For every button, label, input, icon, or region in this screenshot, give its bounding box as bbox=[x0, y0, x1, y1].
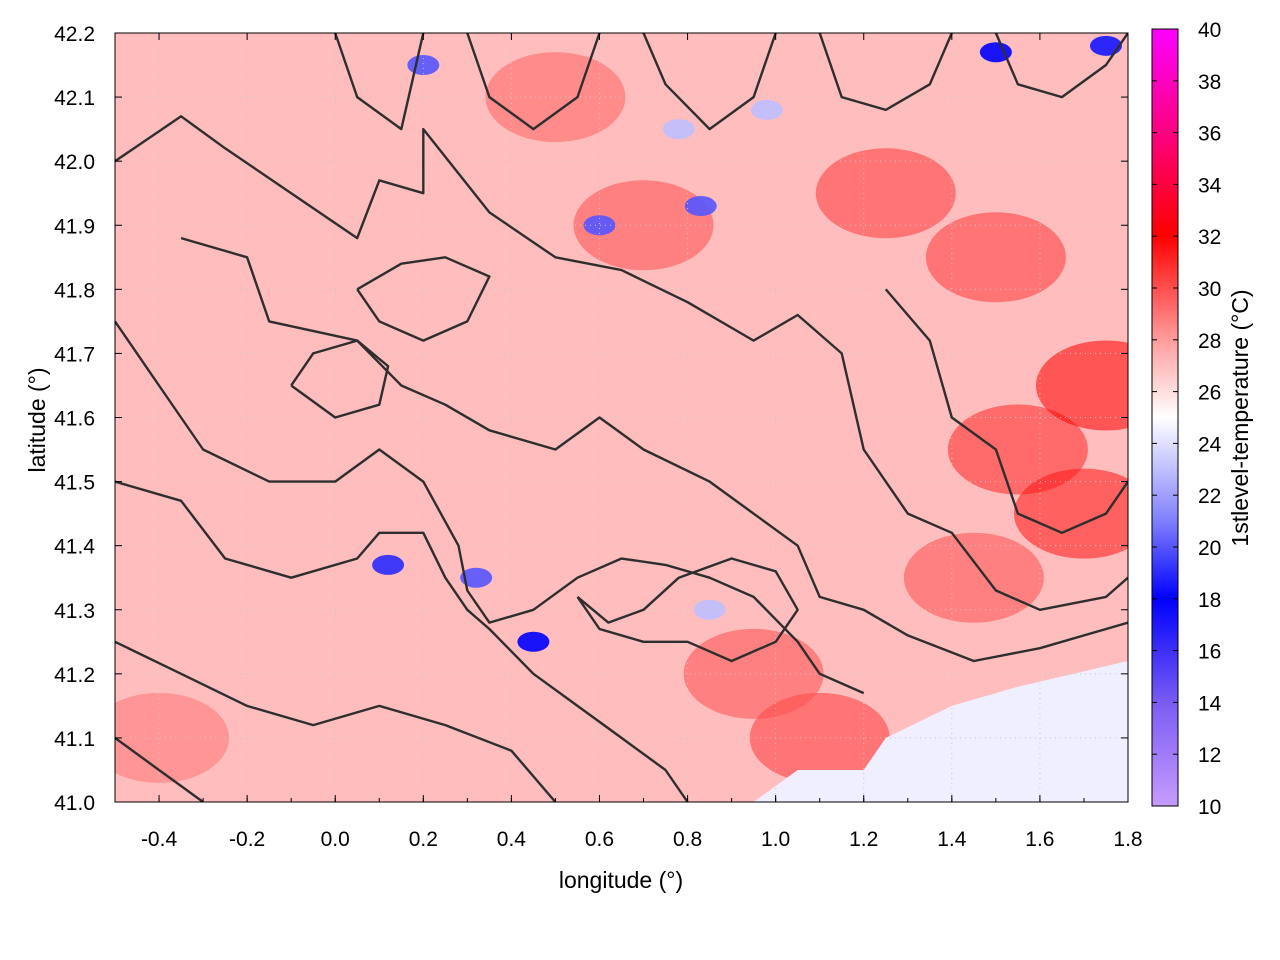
warm-area bbox=[1013, 468, 1128, 559]
warm-area bbox=[1035, 340, 1128, 431]
warm-area bbox=[749, 692, 890, 783]
sea-region bbox=[753, 661, 1128, 802]
x-tick-label: 0.0 bbox=[321, 828, 350, 851]
contour-line bbox=[290, 339, 390, 419]
contour-line bbox=[576, 557, 799, 663]
y-tick-label: 41.1 bbox=[54, 728, 95, 751]
contour-line bbox=[115, 320, 865, 695]
warm-area bbox=[573, 180, 714, 271]
contour-line bbox=[115, 115, 1128, 611]
y-tick-label: 41.0 bbox=[54, 792, 95, 815]
x-tick-label: -0.4 bbox=[141, 828, 178, 851]
x-tick-label: 1.4 bbox=[937, 828, 967, 851]
x-tick-label: 1.6 bbox=[1025, 828, 1054, 851]
colorbar-tick-label: 36 bbox=[1198, 123, 1221, 146]
colorbar-tick-label: 14 bbox=[1198, 692, 1222, 715]
colorbar-tick-label: 30 bbox=[1198, 278, 1221, 301]
y-tick-label: 41.2 bbox=[54, 664, 95, 687]
x-tick-label: 1.2 bbox=[849, 828, 878, 851]
colorbar-tick-label: 16 bbox=[1198, 641, 1221, 664]
cool-area bbox=[662, 119, 695, 140]
colorbar-tick-label: 10 bbox=[1198, 796, 1221, 819]
contour-line bbox=[115, 480, 689, 802]
contour-line bbox=[466, 33, 601, 131]
x-axis-ticks: -0.4 -0.2 0.0 0.2 0.4 0.6 0.8 1.0 1.2 1.4 1.6 1.8 bbox=[114, 33, 1143, 851]
colorbar-gradient bbox=[1151, 28, 1179, 807]
cool-area bbox=[979, 42, 1012, 63]
y-tick-label: 41.8 bbox=[54, 279, 95, 302]
y-tick-label: 42.0 bbox=[54, 151, 95, 174]
cool-area bbox=[684, 196, 717, 217]
cool-area bbox=[583, 215, 616, 236]
colorbar-tick-label: 40 bbox=[1198, 19, 1221, 42]
colorbar-tick-label: 22 bbox=[1198, 485, 1221, 508]
x-tick-label: 0.2 bbox=[409, 828, 438, 851]
cool-area bbox=[517, 631, 550, 652]
x-tick-label: 0.8 bbox=[673, 828, 702, 851]
cool-area bbox=[1089, 35, 1122, 56]
colorbar-tick-label: 12 bbox=[1198, 744, 1221, 767]
contour-lines bbox=[115, 33, 1128, 802]
colorbar-ticks: 10 12 14 16 18 20 22 24 26 28 30 32 34 36 38 40 bbox=[1152, 19, 1222, 819]
warm-area bbox=[903, 532, 1044, 623]
x-tick-label: 1.0 bbox=[761, 828, 790, 851]
x-tick-label: 0.6 bbox=[585, 828, 614, 851]
temperature-field-base bbox=[115, 33, 1128, 802]
warm-area bbox=[947, 404, 1088, 495]
plot-area bbox=[115, 33, 1128, 802]
contour-line bbox=[994, 33, 1128, 99]
colorbar-tick-label: 32 bbox=[1198, 226, 1221, 249]
colorbar-tick-label: 28 bbox=[1198, 330, 1221, 353]
grid-lines bbox=[115, 33, 1128, 802]
cool-area bbox=[460, 567, 493, 588]
warm-area bbox=[925, 212, 1066, 303]
cool-area bbox=[372, 554, 405, 575]
y-axis-ticks: 41.0 41.1 41.2 41.3 41.4 41.5 41.6 41.7 41.8 41.9… bbox=[54, 23, 1128, 815]
warm-area bbox=[115, 692, 230, 783]
colorbar-tick-label: 18 bbox=[1198, 589, 1221, 612]
cool-area bbox=[693, 599, 726, 620]
y-tick-label: 41.3 bbox=[54, 600, 95, 623]
contour-line bbox=[356, 256, 491, 342]
y-tick-label: 41.5 bbox=[54, 472, 95, 495]
colorbar-tick-label: 20 bbox=[1198, 537, 1221, 560]
y-tick-label: 42.2 bbox=[54, 23, 95, 46]
x-tick-label: -0.2 bbox=[229, 828, 265, 851]
y-tick-label: 41.6 bbox=[54, 408, 95, 431]
y-axis-title: latitude (°) bbox=[24, 367, 50, 472]
contour-line bbox=[818, 33, 953, 112]
colorbar-tick-label: 38 bbox=[1198, 71, 1221, 94]
contour-line bbox=[115, 640, 557, 802]
colorbar-tick-label: 34 bbox=[1198, 174, 1222, 197]
y-tick-label: 41.4 bbox=[54, 536, 95, 559]
x-tick-label: 0.4 bbox=[497, 828, 527, 851]
warm-area bbox=[815, 148, 956, 239]
y-tick-label: 41.7 bbox=[54, 343, 95, 366]
y-tick-label: 41.9 bbox=[54, 215, 95, 238]
colorbar-title: 1stlevel-temperature (°C) bbox=[1227, 289, 1253, 546]
colorbar: 10 12 14 16 18 20 22 24 26 28 30 32 34 36 38 40 bbox=[1151, 19, 1222, 819]
colorbar-tick-label: 26 bbox=[1198, 382, 1221, 405]
x-axis-title: longitude (°) bbox=[559, 867, 683, 893]
colorbar-tick-label: 24 bbox=[1198, 433, 1222, 456]
contour-line bbox=[334, 33, 425, 131]
contour-line bbox=[642, 33, 777, 131]
y-tick-label: 42.1 bbox=[54, 87, 95, 110]
warm-area bbox=[683, 628, 824, 719]
contour-line bbox=[884, 288, 1128, 534]
x-tick-label: 1.8 bbox=[1113, 828, 1142, 851]
contour-line bbox=[115, 736, 204, 802]
cool-area bbox=[750, 99, 783, 120]
